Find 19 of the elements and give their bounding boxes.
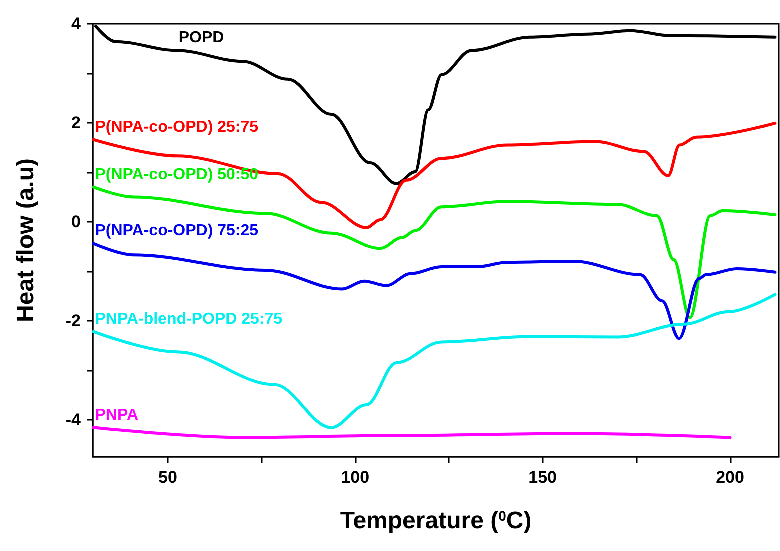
y-tick-label: 0	[72, 212, 81, 232]
series-label: P(NPA-co-OPD) 75:25	[95, 222, 259, 240]
line-series	[92, 426, 732, 440]
x-tick-label: 150	[528, 468, 558, 487]
line-series	[92, 293, 777, 430]
y-tick-label: 4	[72, 14, 82, 34]
y-axis-title: Heat flow (a.u)	[12, 158, 40, 323]
y-tick-label: -2	[66, 311, 81, 330]
series-label: PNPA-blend-POPD 25:75	[95, 310, 283, 328]
x-tick-label: 100	[341, 468, 370, 487]
series-label: P(NPA-co-OPD) 25:75	[95, 118, 259, 136]
series-label: POPD	[178, 30, 224, 47]
line-series	[92, 242, 777, 340]
y-tick-label: 2	[72, 113, 81, 132]
x-tick-label: 50	[158, 468, 178, 487]
x-tick-label: 200	[716, 468, 744, 487]
series-label: PNPA	[95, 406, 139, 424]
series-label: P(NPA-co-OPD) 50:50	[95, 166, 259, 184]
y-tick-label: -4	[66, 410, 82, 430]
